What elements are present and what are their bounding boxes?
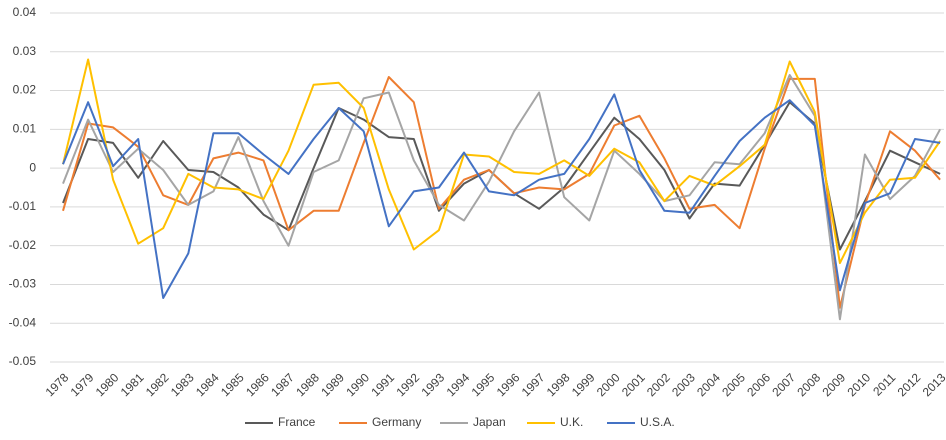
x-tick-label: 1990: [343, 370, 372, 399]
x-tick-label: 2012: [895, 370, 924, 399]
y-tick-label: -0.02: [9, 238, 37, 252]
x-tick-label: 1985: [218, 370, 247, 399]
x-tick-label: 1995: [469, 370, 498, 399]
x-tick-label: 2001: [619, 370, 648, 399]
y-tick-label: -0.04: [9, 315, 37, 329]
x-tick-label: 1978: [43, 370, 72, 399]
y-tick-label: 0.01: [13, 122, 37, 136]
y-tick-label: -0.03: [9, 277, 37, 291]
x-tick-label: 1979: [68, 370, 97, 399]
y-tick-label: 0.03: [13, 44, 37, 58]
series-line: [62, 58, 941, 265]
series-line: [62, 93, 941, 299]
x-tick-label: 1984: [193, 370, 222, 399]
x-tick-label: 2009: [819, 370, 848, 399]
x-tick-label: 1997: [519, 370, 548, 399]
x-tick-label: 1988: [293, 370, 322, 399]
x-tick-label: 1980: [93, 370, 122, 399]
y-tick-label: 0.04: [13, 5, 37, 19]
x-tick-label: 2013: [920, 370, 946, 399]
x-tick-label: 1989: [318, 370, 347, 399]
y-tick-label: 0.02: [13, 83, 37, 97]
legend-label: France: [278, 415, 316, 429]
x-tick-label: 1987: [268, 370, 297, 399]
legend-label: Japan: [473, 415, 506, 429]
x-tick-label: 2006: [744, 370, 773, 399]
x-tick-label: 1981: [118, 370, 147, 399]
series-line: [62, 74, 941, 321]
x-tick-label: 2011: [870, 370, 898, 398]
x-tick-label: 1991: [368, 370, 397, 399]
x-tick-label: 1998: [544, 370, 573, 399]
x-tick-label: 2003: [669, 370, 698, 399]
legend-label: U.K.: [560, 415, 583, 429]
x-tick-label: 2000: [594, 370, 623, 399]
x-tick-label: 1996: [494, 370, 523, 399]
y-tick-label: -0.05: [9, 354, 37, 368]
x-tick-label: 2010: [845, 370, 874, 399]
x-tick-label: 1986: [243, 370, 272, 399]
x-tick-label: 2005: [719, 370, 748, 399]
y-tick-label: -0.01: [9, 199, 37, 213]
x-tick-label: 2004: [694, 370, 723, 399]
x-tick-label: 1983: [168, 370, 197, 399]
x-tick-label: 2007: [769, 370, 798, 399]
x-tick-label: 1992: [393, 370, 422, 399]
x-tick-label: 2008: [794, 370, 823, 399]
x-tick-label: 1993: [418, 370, 447, 399]
legend-label: U.S.A.: [640, 415, 675, 429]
series-line: [62, 76, 941, 309]
x-tick-label: 1999: [569, 370, 598, 399]
x-tick-label: 1982: [143, 370, 172, 399]
x-tick-label: 1994: [444, 370, 473, 399]
x-tick-label: 2002: [644, 370, 673, 399]
y-tick-label: 0: [29, 160, 36, 174]
legend-label: Germany: [372, 415, 421, 429]
